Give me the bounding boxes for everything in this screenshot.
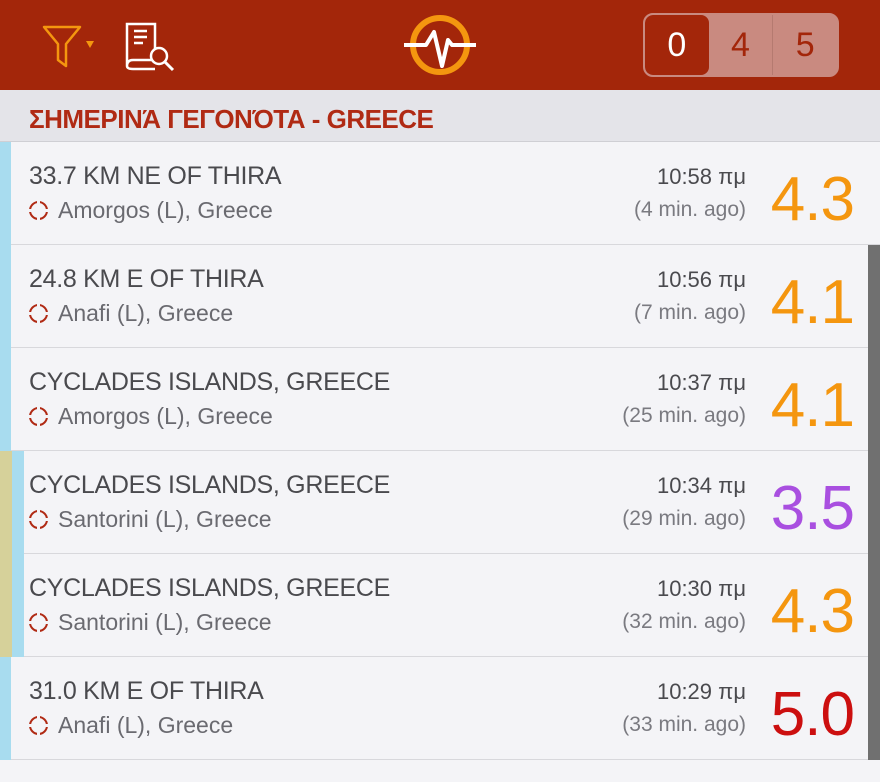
event-row[interactable]: CYCLADES ISLANDS, GREECE Santorini (L), … [0,451,880,554]
event-magnitude: 4.1 [770,268,855,337]
event-place: Amorgos (L), Greece [58,197,273,223]
segment-5[interactable]: 5 [795,25,815,64]
event-magnitude: 4.1 [770,371,855,440]
event-title: 33.7 KM NE OF THIRA [29,162,282,190]
location-pin-icon [29,407,48,426]
event-time: 10:30 πμ [656,576,746,601]
event-time: 10:29 πμ [656,679,746,704]
magnitude-filter-segmented-control: 0 4 5 [643,13,839,77]
event-row[interactable]: 31.0 KM E OF THIRA Anafi (L), Greece 10:… [0,657,880,760]
event-title: CYCLADES ISLANDS, GREECE [29,471,390,499]
region-strip [12,451,24,554]
event-title: CYCLADES ISLANDS, GREECE [29,368,390,396]
region-strip [12,554,24,657]
region-strip [0,142,11,245]
location-pin-icon [29,716,48,735]
event-ago: (4 min. ago) [633,198,746,221]
event-row[interactable]: CYCLADES ISLANDS, GREECE Santorini (L), … [0,554,880,657]
event-place: Anafi (L), Greece [58,300,234,326]
event-ago: (7 min. ago) [633,301,746,324]
event-time: 10:37 πμ [656,370,746,395]
event-title: 24.8 KM E OF THIRA [29,265,264,293]
scrollbar[interactable] [868,245,880,760]
region-strip [0,451,12,554]
region-strip [0,348,11,451]
event-ago: (32 min. ago) [622,610,746,633]
event-magnitude: 4.3 [770,165,855,234]
event-place: Santorini (L), Greece [58,609,272,635]
event-title: 31.0 KM E OF THIRA [29,677,264,705]
filter-icon[interactable] [42,24,98,70]
event-magnitude: 3.5 [770,474,855,543]
top-bar: 0 4 5 [0,0,880,90]
segment-0[interactable]: 0 [645,15,709,75]
region-strip [0,554,12,657]
location-pin-icon [29,613,48,632]
event-row[interactable]: 33.7 KM NE OF THIRA Amorgos (L), Greece … [0,142,880,245]
event-place: Anafi (L), Greece [58,712,234,738]
region-strip [0,657,11,760]
event-row[interactable]: 24.8 KM E OF THIRA Anafi (L), Greece 10:… [0,245,880,348]
segment-4[interactable]: 4 [709,15,774,75]
region-strip [0,245,11,348]
event-ago: (29 min. ago) [622,507,746,530]
event-time: 10:56 πμ [656,267,746,292]
event-row[interactable]: CYCLADES ISLANDS, GREECE Amorgos (L), Gr… [0,348,880,451]
event-magnitude: 4.3 [770,577,855,646]
event-title: CYCLADES ISLANDS, GREECE [29,574,390,602]
event-place: Santorini (L), Greece [58,506,272,532]
event-magnitude: 5.0 [770,680,855,749]
app-logo-icon[interactable] [402,10,478,78]
event-ago: (25 min. ago) [622,404,746,427]
location-pin-icon [29,304,48,323]
event-time: 10:34 πμ [656,473,746,498]
event-place: Amorgos (L), Greece [58,403,273,429]
section-title: ΣΗΜΕΡΙΝΆ ΓΕΓΟΝΌΤΑ - GREECE [29,104,434,134]
event-ago: (33 min. ago) [622,713,746,736]
location-pin-icon [29,201,48,220]
location-pin-icon [29,510,48,529]
event-time: 10:58 πμ [656,164,746,189]
catalog-search-icon[interactable] [123,20,177,72]
section-header: ΣΗΜΕΡΙΝΆ ΓΕΓΟΝΌΤΑ - GREECE [0,90,880,142]
